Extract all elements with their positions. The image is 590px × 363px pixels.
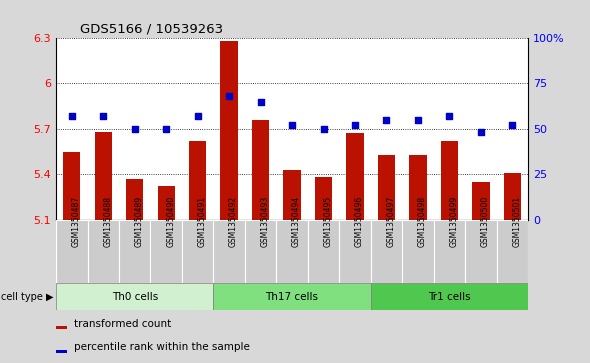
Text: percentile rank within the sample: percentile rank within the sample: [74, 342, 250, 352]
Text: GSM1350492: GSM1350492: [229, 196, 238, 247]
Point: [287, 122, 297, 128]
Bar: [56, 220, 87, 283]
Bar: [182, 220, 214, 283]
Bar: [189, 141, 206, 220]
Bar: [214, 283, 371, 310]
Point: [507, 122, 517, 128]
Bar: [252, 120, 269, 220]
Point: [382, 117, 391, 123]
Bar: [346, 133, 363, 220]
Bar: [56, 283, 214, 310]
Point: [476, 130, 486, 135]
Point: [413, 117, 422, 123]
Bar: [245, 220, 276, 283]
Bar: [214, 220, 245, 283]
Bar: [472, 182, 490, 220]
Point: [445, 113, 454, 119]
Point: [162, 126, 171, 132]
Bar: [150, 220, 182, 283]
Bar: [402, 220, 434, 283]
Bar: [378, 155, 395, 220]
Text: GSM1350490: GSM1350490: [166, 196, 175, 247]
Bar: [56, 326, 67, 329]
Bar: [276, 220, 308, 283]
Bar: [465, 220, 497, 283]
Text: GSM1350497: GSM1350497: [386, 196, 395, 247]
Bar: [119, 220, 150, 283]
Bar: [339, 220, 371, 283]
Bar: [315, 177, 332, 220]
Bar: [94, 132, 112, 220]
Text: GSM1350499: GSM1350499: [450, 196, 458, 247]
Bar: [497, 220, 528, 283]
Point: [256, 99, 266, 105]
Bar: [308, 220, 339, 283]
Point: [319, 126, 328, 132]
Point: [224, 93, 234, 99]
Text: GSM1350496: GSM1350496: [355, 196, 364, 247]
Text: GSM1350501: GSM1350501: [512, 196, 522, 247]
Text: GSM1350493: GSM1350493: [261, 196, 270, 247]
Text: GSM1350491: GSM1350491: [198, 196, 206, 247]
Bar: [434, 220, 465, 283]
Bar: [221, 41, 238, 220]
Text: Th0 cells: Th0 cells: [112, 292, 158, 302]
Point: [130, 126, 139, 132]
Bar: [56, 350, 67, 353]
Text: GSM1350488: GSM1350488: [103, 196, 112, 247]
Bar: [63, 152, 80, 220]
Point: [67, 113, 77, 119]
Text: GSM1350487: GSM1350487: [72, 196, 81, 247]
Bar: [87, 220, 119, 283]
Point: [350, 122, 360, 128]
Text: GSM1350495: GSM1350495: [323, 196, 333, 247]
Bar: [409, 155, 427, 220]
Text: Tr1 cells: Tr1 cells: [428, 292, 471, 302]
Bar: [371, 220, 402, 283]
Bar: [441, 141, 458, 220]
Bar: [504, 173, 521, 220]
Text: GSM1350489: GSM1350489: [135, 196, 144, 247]
Point: [99, 113, 108, 119]
Bar: [126, 179, 143, 220]
Text: transformed count: transformed count: [74, 319, 171, 329]
Point: [193, 113, 202, 119]
Text: GSM1350494: GSM1350494: [292, 196, 301, 247]
Text: Th17 cells: Th17 cells: [266, 292, 319, 302]
Bar: [283, 170, 301, 220]
Bar: [371, 283, 528, 310]
Bar: [158, 186, 175, 220]
Text: GDS5166 / 10539263: GDS5166 / 10539263: [80, 23, 223, 36]
Text: GSM1350500: GSM1350500: [481, 196, 490, 247]
Text: cell type ▶: cell type ▶: [1, 292, 53, 302]
Text: GSM1350498: GSM1350498: [418, 196, 427, 247]
